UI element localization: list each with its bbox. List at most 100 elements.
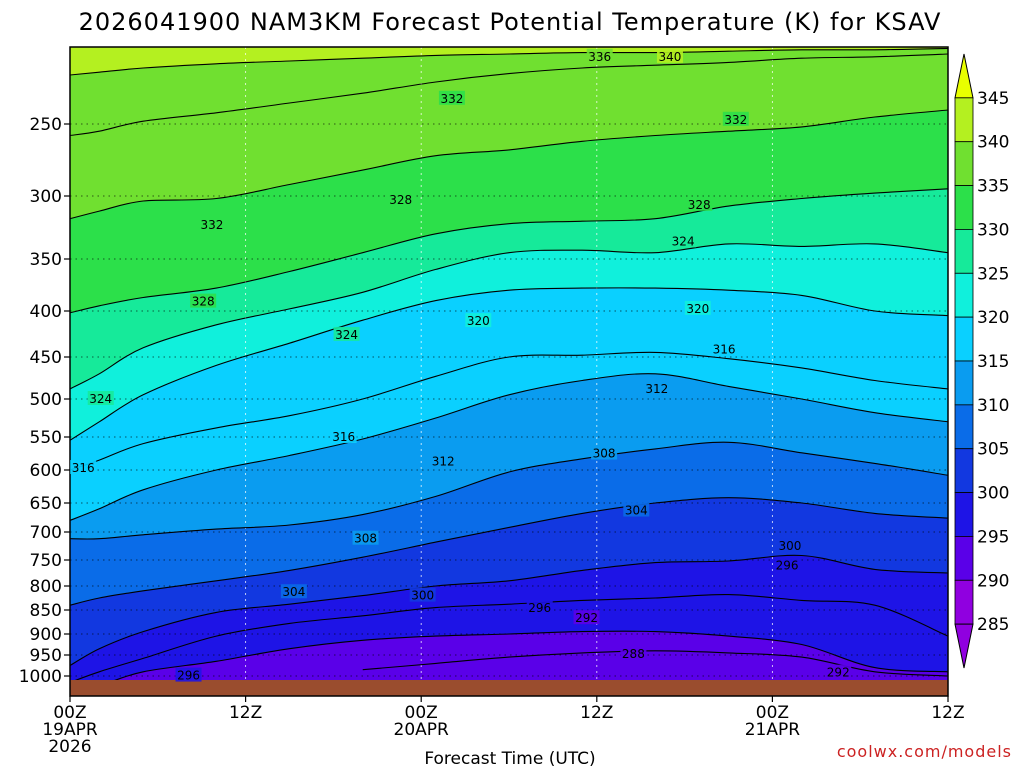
contour-label-bg [776,538,803,552]
contour-label-bg [175,667,202,682]
colorbar-label: 315 [977,352,1009,372]
y-tick-label: 400 [30,302,62,322]
contour-label: 288 [622,647,645,661]
contour-theta_300 [70,554,948,666]
contour-label: 308 [593,447,616,461]
contour-label-bg [430,453,457,468]
x-tick-label: 12Z [931,703,964,723]
colorbar: 345 340 335 330 325 320 315 310 305 300 295 290 285 [954,53,1009,669]
contour-label-bg [526,600,553,615]
contour-label-bg [623,502,650,517]
contour-label: 340 [659,50,682,64]
contour-label-bg [465,313,492,328]
contour-label: 328 [688,198,711,212]
contour-label-bg [825,664,852,679]
colorbar-swatch [954,360,974,406]
contour-label: 304 [625,504,648,518]
y-tick-label: 700 [30,523,62,543]
contour-label: 324 [672,234,695,248]
contour-label-bg [280,584,307,599]
contour-label-bg [656,48,683,63]
contour-theta_332 [70,109,948,220]
y-tick-label: 550 [30,428,62,448]
contour-theta_324 [70,243,948,390]
contour-theta_292 [70,630,948,691]
y-tick-label: 300 [30,187,62,207]
theta-contour-lines [70,47,948,691]
contour-label-bg [774,557,801,572]
contour-label: 332 [200,218,223,232]
contour-label-bg [87,391,114,405]
contour-theta_320 [70,287,948,441]
chart-title: 2026041900 NAM3KM Forecast Potential Tem… [79,8,942,36]
x-tick-label: 12Z [580,703,613,723]
contour-label: 292 [575,611,598,625]
x-axis-title: Forecast Time (UTC) [424,749,595,768]
contour-label-bg [686,196,713,211]
colorbar-label: 340 [977,133,1009,153]
x-tick-label: 20APR [394,720,450,740]
x-tick-label: 19APR [42,720,98,740]
contour-label: 300 [411,589,434,603]
contour-label-bg [620,646,647,661]
contour-label-bg [573,610,600,625]
colorbar-label: 325 [977,264,1009,284]
colorbar-bottom-arrow [954,623,974,669]
contour-label: 312 [432,454,455,468]
x-tick-label: 00Z [756,703,789,723]
contour-label: 324 [89,392,112,406]
y-tick-label: 600 [30,461,62,481]
contour-theta_288 [362,650,948,677]
contour-label-bg [670,233,697,248]
x-tick-label: 00Z [405,703,438,723]
colorbar-label: 335 [977,177,1009,197]
colorbar-swatch [954,229,974,274]
contour-label: 316 [713,343,736,357]
colorbar-swatch [954,492,974,537]
contour-label: 316 [332,430,355,444]
colorbar-swatch [954,272,974,318]
contour-label-bg [70,460,97,475]
y-tick-label: 750 [30,551,62,571]
contour-label-group: 288 292 292 296 296 296 300 300 304 304 308 308 312 3… [70,48,852,683]
contour-label-bg [438,90,465,105]
colorbar-swatch [954,316,974,362]
x-tick-label: 00Z [53,703,86,723]
x-tick-label: 12Z [229,703,262,723]
contour-label: 328 [389,193,412,207]
contour-label: 296 [776,559,799,573]
colorbar-label: 295 [977,527,1009,547]
contour-label: 320 [467,314,490,328]
contour-label-bg [711,341,738,356]
contour-label-bg [198,216,225,231]
colorbar-swatch [954,579,974,625]
y-tick-label: 350 [30,250,62,270]
x-tick-label: 21APR [745,720,801,740]
colorbar-label: 330 [977,220,1009,240]
contour-label: 312 [645,382,668,396]
colorbar-swatch [954,97,974,143]
fill-band-340 [70,47,948,75]
contour-label: 296 [177,669,200,683]
contour-theta_308 [70,441,948,540]
fill-band-336 [70,47,948,136]
colorbar-label: 320 [977,308,1009,328]
y-tick-label: 950 [30,646,62,666]
contour-theta_312 [70,373,948,521]
contour-label-bg [722,111,749,126]
colorbar-swatch [954,185,974,230]
ground-surface-bar [70,680,948,696]
colorbar-label: 305 [977,440,1009,460]
contour-label: 328 [192,295,215,309]
contour-label-bg [352,530,379,545]
colorbar-swatch [954,404,974,450]
plot-frame [69,46,949,697]
contour-label: 296 [528,601,551,615]
contour-label-bg [586,48,613,63]
y-tick-label: 800 [30,577,62,597]
colorbar-swatch [954,141,974,186]
y-tick-label: 1000 [19,667,62,687]
contour-label: 308 [354,532,377,546]
